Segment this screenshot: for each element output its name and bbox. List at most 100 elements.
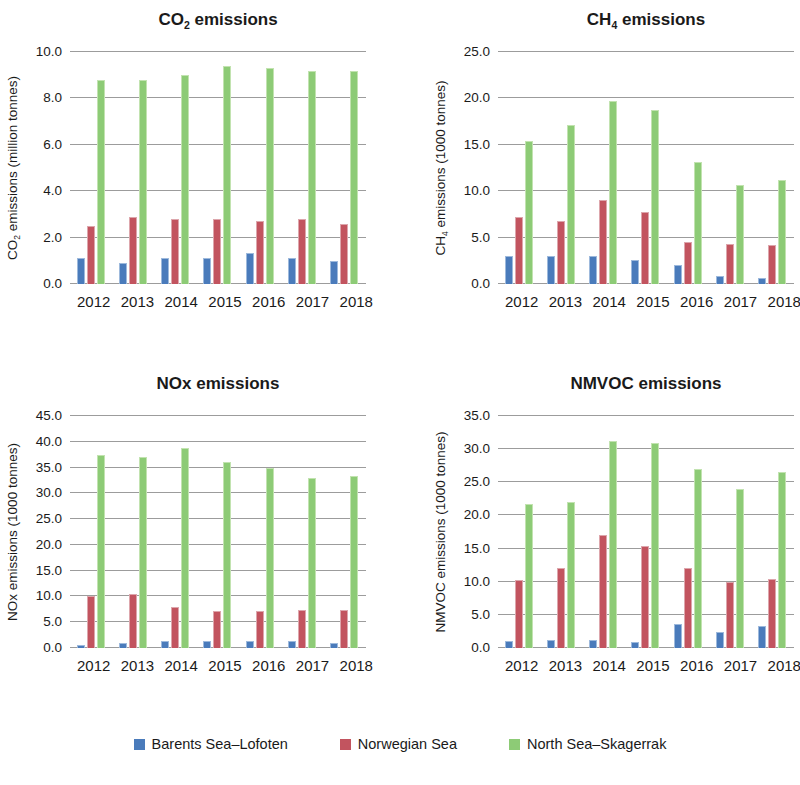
y-tick-label: 6.0 [43, 137, 62, 153]
bar-norwegian-sea-2018 [768, 579, 776, 648]
bar-barents-sea-lofoten-2017 [716, 276, 724, 284]
y-tick-label: 10.0 [36, 588, 62, 604]
bar-barents-sea-lofoten-2014 [161, 641, 169, 648]
bar-norwegian-sea-2014 [599, 200, 607, 284]
bar-norwegian-sea-2017 [298, 610, 306, 648]
chart-body: NOx emissions (1000 tonnes) 0.05.010.015… [0, 416, 400, 648]
bar-north-sea-skagerrak-2016 [694, 469, 702, 648]
bar-north-sea-skagerrak-2015 [651, 443, 659, 648]
x-tick-label-2017: 2017 [724, 293, 757, 310]
bar-north-sea-skagerrak-2012 [97, 80, 105, 284]
bar-norwegian-sea-2018 [340, 224, 348, 284]
y-tick-label: 40.0 [36, 434, 62, 450]
chart-body: CO2 emissions (million tonnes) 0.02.04.0… [0, 52, 400, 284]
bar-norwegian-sea-2014 [171, 219, 179, 284]
plot-area [498, 52, 794, 284]
bar-group-2016 [246, 468, 274, 648]
chart-body: CH4 emissions (1000 tonnes) 0.05.010.015… [428, 52, 800, 284]
y-axis-title: NMVOC emissions (1000 tonnes) [433, 431, 448, 632]
bar-north-sea-skagerrak-2018 [778, 180, 786, 284]
bar-north-sea-skagerrak-2012 [525, 504, 533, 648]
x-tick-label-2016: 2016 [680, 657, 713, 674]
y-tick-label: 25.0 [36, 511, 62, 527]
bar-group-2013 [119, 80, 147, 284]
bar-barents-sea-lofoten-2013 [119, 263, 127, 284]
bar-north-sea-skagerrak-2013 [567, 125, 575, 284]
bar-norwegian-sea-2014 [599, 535, 607, 648]
bar-barents-sea-lofoten-2018 [758, 626, 766, 648]
bar-norwegian-sea-2017 [726, 582, 734, 648]
y-tick-label: 5.0 [471, 230, 490, 246]
x-tick-label-2014: 2014 [165, 293, 198, 310]
x-tick-label-2014: 2014 [165, 657, 198, 674]
bar-north-sea-skagerrak-2017 [736, 489, 744, 648]
charts-grid: CO2 emissions CO2 emissions (million ton… [0, 0, 800, 674]
bar-group-2018 [330, 71, 358, 284]
y-tick-label: 10.0 [464, 183, 490, 199]
bar-group-2018 [330, 476, 358, 648]
chart-title-nmvoc: NMVOC emissions [498, 366, 794, 398]
y-tick-label: 25.0 [464, 474, 490, 490]
label-text: emissions [617, 10, 705, 29]
x-tick-label-2018: 2018 [340, 293, 373, 310]
bar-group-2015 [631, 110, 659, 284]
x-tick-label-2015: 2015 [636, 293, 669, 310]
x-tick-label-2013: 2013 [549, 657, 582, 674]
bar-norwegian-sea-2012 [515, 217, 523, 284]
bar-north-sea-skagerrak-2018 [350, 476, 358, 648]
bar-north-sea-skagerrak-2015 [223, 462, 231, 648]
bar-north-sea-skagerrak-2017 [736, 185, 744, 284]
bar-north-sea-skagerrak-2015 [223, 66, 231, 284]
y-axis-title-wrap: CO2 emissions (million tonnes) [0, 52, 24, 284]
bar-group-2014 [589, 441, 617, 648]
bar-barents-sea-lofoten-2015 [203, 258, 211, 284]
bar-north-sea-skagerrak-2014 [181, 75, 189, 284]
bar-barents-sea-lofoten-2013 [547, 256, 555, 284]
bar-barents-sea-lofoten-2018 [330, 643, 338, 648]
y-tick-label: 4.0 [43, 183, 62, 199]
bar-north-sea-skagerrak-2012 [525, 141, 533, 284]
chart-title-ch4: CH4 emissions [498, 2, 794, 34]
bar-groups [498, 52, 794, 284]
subscript-text: 4 [440, 231, 450, 236]
bar-group-2018 [758, 472, 786, 648]
bar-north-sea-skagerrak-2013 [139, 80, 147, 284]
y-tick-label: 45.0 [36, 408, 62, 424]
bar-norwegian-sea-2015 [213, 219, 221, 284]
y-axis-ticks: 0.05.010.015.020.025.030.035.0 [452, 416, 498, 648]
label-text: emissions (1000 tonnes) [433, 81, 448, 232]
label-text: NMVOC emissions [570, 374, 721, 393]
bar-barents-sea-lofoten-2012 [505, 256, 513, 284]
bar-north-sea-skagerrak-2014 [609, 101, 617, 284]
bar-north-sea-skagerrak-2018 [350, 71, 358, 284]
label-text: emissions [190, 10, 278, 29]
label-text: NOx emissions (1000 tonnes) [5, 443, 20, 621]
y-tick-label: 35.0 [464, 408, 490, 424]
y-axis-ticks: 0.02.04.06.08.010.0 [24, 52, 70, 284]
bar-barents-sea-lofoten-2012 [77, 645, 85, 648]
bar-norwegian-sea-2012 [87, 226, 95, 284]
bar-group-2013 [547, 502, 575, 648]
y-tick-label: 8.0 [43, 90, 62, 106]
y-tick-label: 15.0 [36, 563, 62, 579]
bar-barents-sea-lofoten-2012 [77, 258, 85, 284]
label-text: CH [587, 10, 612, 29]
bar-group-2018 [758, 180, 786, 284]
bar-north-sea-skagerrak-2017 [308, 71, 316, 284]
legend-label: Barents Sea–Lofoten [152, 736, 288, 752]
y-tick-label: 10.0 [36, 44, 62, 60]
bar-north-sea-skagerrak-2016 [266, 468, 274, 648]
bar-barents-sea-lofoten-2016 [246, 253, 254, 284]
y-axis-title-wrap: CH4 emissions (1000 tonnes) [428, 52, 452, 284]
bar-norwegian-sea-2014 [171, 607, 179, 648]
y-tick-label: 20.0 [36, 537, 62, 553]
bar-group-2016 [674, 469, 702, 648]
plot-area [498, 416, 794, 648]
bar-north-sea-skagerrak-2015 [651, 110, 659, 284]
bar-barents-sea-lofoten-2017 [288, 258, 296, 284]
bar-group-2017 [716, 185, 744, 284]
bar-barents-sea-lofoten-2016 [674, 624, 682, 648]
legend-label: Norwegian Sea [358, 736, 457, 752]
bar-norwegian-sea-2015 [641, 212, 649, 284]
x-tick-label-2016: 2016 [252, 657, 285, 674]
